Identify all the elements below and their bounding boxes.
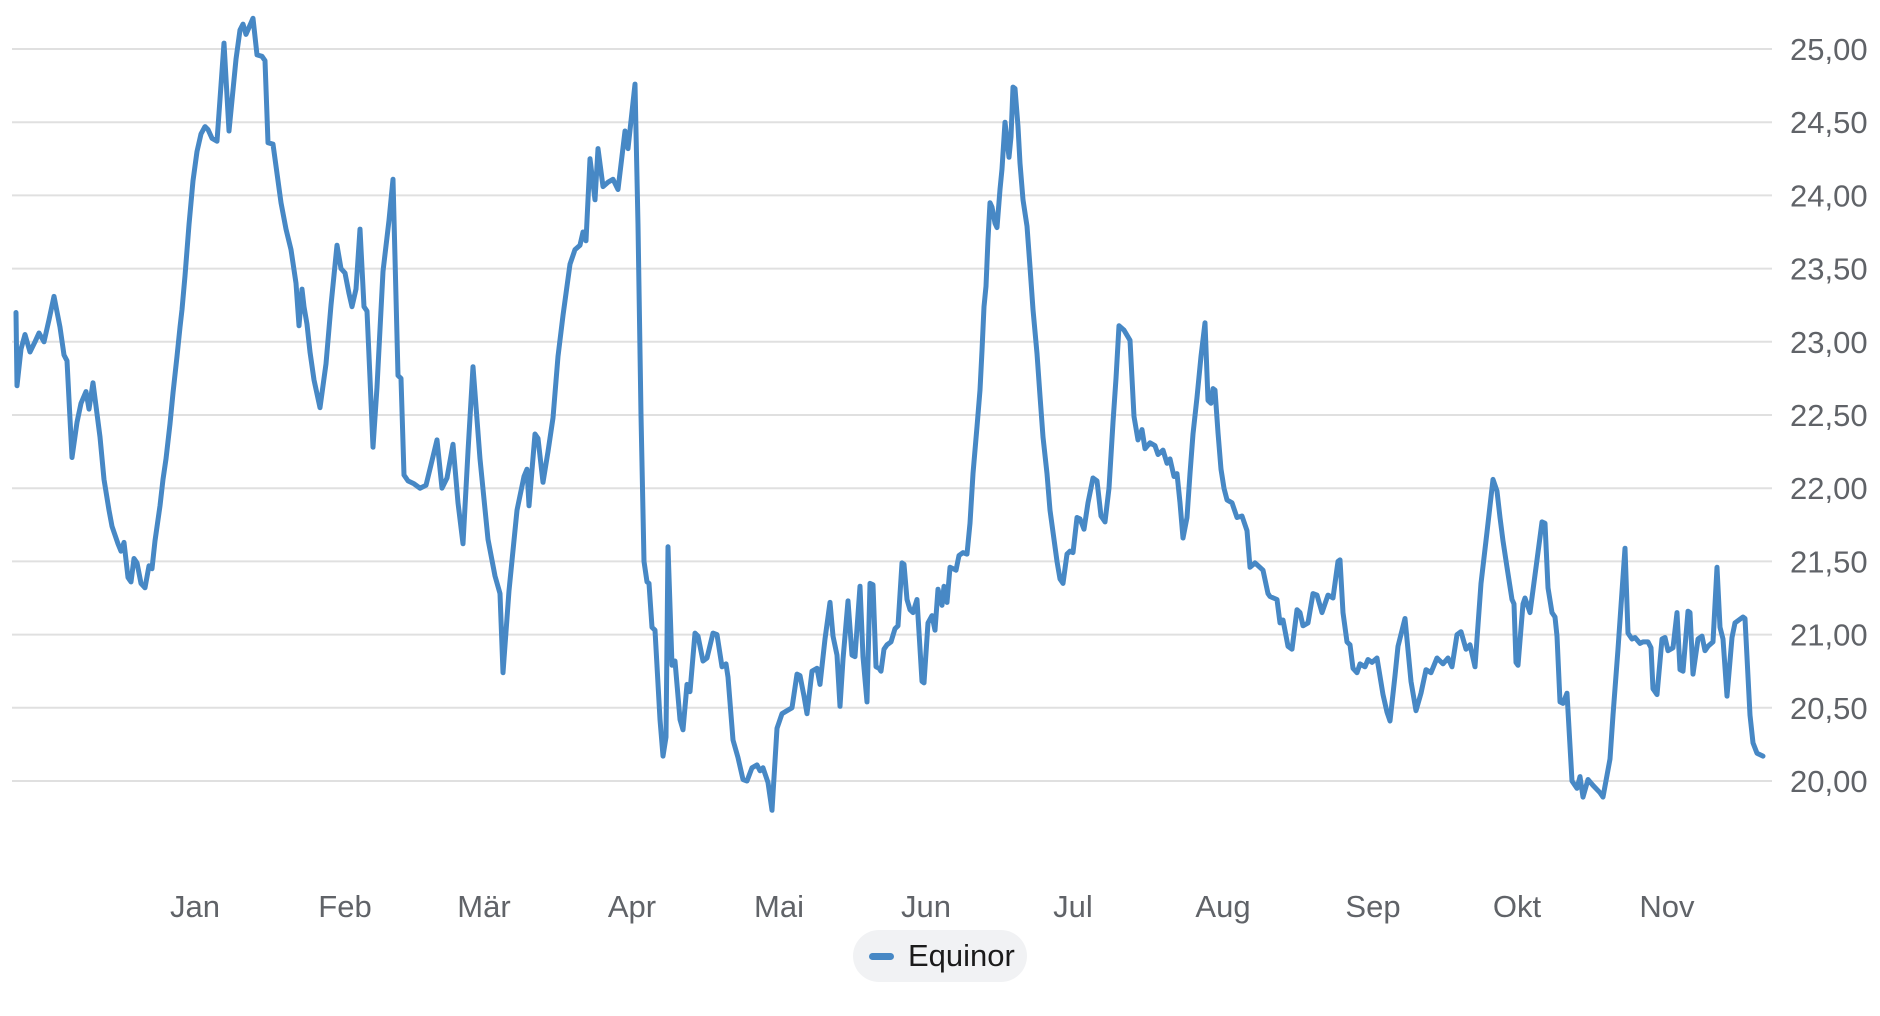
x-axis-label: Sep bbox=[1345, 889, 1400, 924]
x-axis-label: Nov bbox=[1639, 889, 1695, 924]
legend-series-dash-icon bbox=[869, 952, 894, 960]
x-axis-label: Jun bbox=[901, 889, 951, 924]
x-axis-label: Jan bbox=[170, 889, 220, 924]
y-axis-label: 22,00 bbox=[1790, 471, 1868, 506]
x-axis-label: Mär bbox=[457, 889, 510, 924]
y-axis-label: 23,50 bbox=[1790, 252, 1868, 287]
x-axis-label: Mai bbox=[754, 889, 804, 924]
legend-item-equinor[interactable]: Equinor bbox=[853, 930, 1027, 982]
y-axis-label: 25,00 bbox=[1790, 32, 1868, 67]
price-line-equinor[interactable] bbox=[13, 15, 1766, 813]
legend-series-label: Equinor bbox=[908, 938, 1015, 973]
x-axis-label: Apr bbox=[608, 889, 656, 924]
y-axis-label: 20,00 bbox=[1790, 764, 1868, 799]
x-axis-label: Aug bbox=[1195, 889, 1250, 924]
x-axis-label: Jul bbox=[1053, 889, 1093, 924]
y-axis-label: 21,00 bbox=[1790, 618, 1868, 653]
y-axis-label: 23,00 bbox=[1790, 325, 1868, 360]
y-axis-label: 21,50 bbox=[1790, 544, 1868, 579]
y-axis-label: 24,00 bbox=[1790, 178, 1868, 213]
x-axis-label: Okt bbox=[1493, 889, 1542, 924]
y-axis-label: 24,50 bbox=[1790, 105, 1868, 140]
x-axis-label: Feb bbox=[318, 889, 371, 924]
y-axis-label: 22,50 bbox=[1790, 398, 1868, 433]
y-axis-label: 20,50 bbox=[1790, 691, 1868, 726]
